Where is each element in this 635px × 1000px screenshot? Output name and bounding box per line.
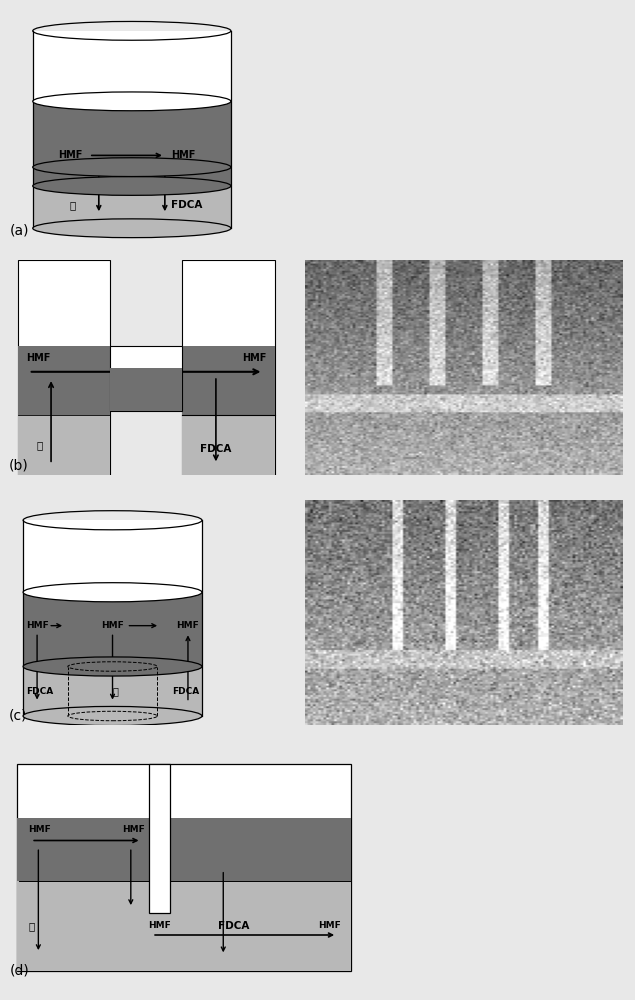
Bar <box>23 666 202 716</box>
Text: FDCA: FDCA <box>200 444 232 454</box>
Ellipse shape <box>33 158 231 177</box>
Text: (c): (c) <box>9 709 28 723</box>
Bar <box>19 818 149 881</box>
Bar <box>17 881 351 971</box>
Ellipse shape <box>23 706 202 726</box>
Bar <box>33 167 231 186</box>
Bar <box>33 101 231 167</box>
Ellipse shape <box>68 711 157 721</box>
Bar <box>182 346 274 415</box>
Text: HMF: HMF <box>177 621 199 630</box>
Text: FDCA: FDCA <box>218 921 250 931</box>
Ellipse shape <box>23 657 202 676</box>
Text: HMF: HMF <box>318 922 340 930</box>
Bar <box>33 186 231 228</box>
Text: HMF: HMF <box>28 825 50 834</box>
Bar <box>18 346 110 415</box>
Bar <box>110 346 182 410</box>
Ellipse shape <box>33 92 231 111</box>
Bar <box>170 818 349 881</box>
Text: HMF: HMF <box>123 825 145 834</box>
Text: HMF: HMF <box>101 621 124 630</box>
Text: HMF: HMF <box>242 353 266 363</box>
Text: HMF: HMF <box>149 922 171 930</box>
Text: 糖: 糖 <box>112 686 118 696</box>
Bar <box>23 520 202 592</box>
Ellipse shape <box>23 583 202 602</box>
Text: FDCA: FDCA <box>26 687 53 696</box>
Text: FDCA: FDCA <box>171 200 203 210</box>
Text: (b): (b) <box>9 459 29 473</box>
Text: HMF: HMF <box>171 150 196 160</box>
Bar <box>182 415 274 475</box>
Ellipse shape <box>33 219 231 238</box>
Text: 糖: 糖 <box>28 921 34 931</box>
Bar <box>19 881 149 970</box>
Bar <box>33 31 231 101</box>
Bar <box>170 881 349 970</box>
Ellipse shape <box>33 177 231 195</box>
Bar <box>149 764 170 912</box>
Text: (d): (d) <box>10 964 30 978</box>
Text: 糖: 糖 <box>69 200 76 210</box>
Bar <box>23 592 202 666</box>
Text: HMF: HMF <box>26 353 50 363</box>
Text: HMF: HMF <box>26 621 49 630</box>
Text: 糖: 糖 <box>37 440 43 450</box>
Ellipse shape <box>68 662 157 671</box>
Bar <box>18 260 110 475</box>
Bar <box>18 415 110 475</box>
Text: HMF: HMF <box>58 150 83 160</box>
Bar <box>110 367 182 410</box>
Bar <box>182 260 274 475</box>
Text: FDCA: FDCA <box>172 687 199 696</box>
Bar <box>17 818 351 881</box>
Text: (a): (a) <box>10 224 29 238</box>
